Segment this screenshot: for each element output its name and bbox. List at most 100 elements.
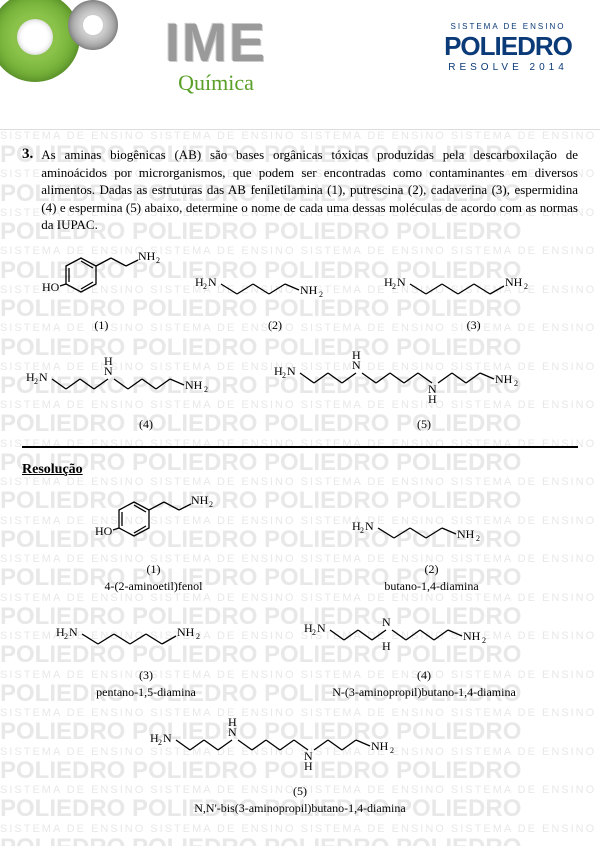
gear-icon [68, 0, 118, 50]
question-text: As aminas biogênicas (AB) são bases orgâ… [41, 146, 578, 234]
molecule-3: H2N NH2 (3) [384, 266, 564, 333]
svg-text:2: 2 [203, 282, 207, 291]
resolution-molecule-4: H2N NH NH2 (4) N-(3-aminopropil)butano-1… [304, 606, 544, 700]
resolution-row: HO NH2 (1) 4-(2-aminoetil)fenol H2N NH2 … [22, 490, 578, 594]
svg-text:H: H [428, 392, 437, 406]
svg-text:HO: HO [95, 524, 113, 538]
page-content: 3. As aminas biogênicas (AB) são bases o… [0, 130, 600, 846]
resolution-row: H2N NH2 (3) pentano-1,5-diamina H2N NH N… [22, 606, 578, 700]
molecule-label: (1) [36, 318, 166, 333]
svg-text:N: N [365, 519, 374, 533]
svg-text:2: 2 [319, 290, 323, 299]
svg-text:NH: NH [185, 378, 203, 392]
molecule-label: (4) [304, 668, 544, 683]
separator [22, 446, 578, 448]
iupac-name: 4-(2-aminoetil)fenol [89, 579, 219, 594]
gears-decoration [0, 0, 80, 86]
exam-title-block: IME Química [165, 12, 267, 96]
structure-cadaverine: H2N NH2 [56, 616, 236, 666]
molecule-label: (2) [352, 562, 512, 577]
structure-putrescine: H2N NH2 [195, 266, 355, 316]
molecule-label: (5) [150, 784, 450, 799]
svg-text:2: 2 [34, 377, 38, 386]
molecule-5: H2N NH NH NH2 (5) [274, 345, 574, 432]
svg-text:N: N [397, 275, 406, 289]
brand-top-line: SISTEMA DE ENSINO [428, 22, 588, 31]
structure-cadaverine: H2N NH2 [384, 266, 564, 316]
svg-text:HO: HO [42, 280, 60, 294]
question-block: 3. As aminas biogênicas (AB) são bases o… [22, 146, 578, 234]
svg-text:H: H [228, 715, 237, 729]
svg-text:H: H [104, 355, 113, 368]
svg-text:NH: NH [505, 275, 523, 289]
svg-text:N: N [382, 615, 391, 629]
svg-text:2: 2 [156, 256, 160, 265]
svg-text:N: N [69, 625, 78, 639]
resolution-title: Resolução [22, 462, 578, 478]
molecule-label: (3) [56, 668, 236, 683]
molecule-1: HO NH2 (1) [36, 246, 166, 333]
structure-phenylethylamine: HO NH2 [36, 246, 166, 316]
resolution-molecule-3: H2N NH2 (3) pentano-1,5-diamina [56, 616, 236, 700]
question-number: 3. [22, 146, 33, 234]
svg-text:2: 2 [392, 282, 396, 291]
iupac-name: N-(3-aminopropil)butano-1,4-diamina [304, 685, 544, 700]
molecule-row: HO NH2 (1) H2N NH2 (2) [22, 246, 578, 333]
svg-text:NH: NH [138, 249, 156, 263]
svg-text:NH: NH [191, 493, 209, 507]
iupac-name: N,N'-bis(3-aminopropil)butano-1,4-diamin… [150, 801, 450, 816]
svg-text:N: N [208, 275, 217, 289]
svg-text:N: N [163, 731, 172, 745]
svg-text:N: N [39, 370, 48, 384]
svg-text:H: H [382, 639, 391, 653]
svg-text:2: 2 [196, 632, 200, 641]
molecule-4: H2N N H NH2 (4) [26, 355, 266, 432]
svg-text:H: H [352, 348, 361, 362]
molecule-2: H2N NH2 (2) [195, 266, 355, 333]
brand-name: POLIEDRO [428, 31, 588, 62]
structure-spermine: H2N NH NH NH2 [150, 712, 450, 782]
svg-text:2: 2 [482, 636, 486, 645]
structure-spermidine: H2N NH NH2 [304, 606, 544, 666]
resolution-molecule-5: H2N NH NH NH2 (5) N,N'-bis(3-aminopropil… [150, 712, 450, 816]
molecule-row: H2N N H NH2 (4) H2N NH NH [22, 345, 578, 432]
svg-text:NH: NH [495, 372, 513, 386]
svg-text:N: N [287, 364, 296, 378]
structure-spermine: H2N NH NH NH2 [274, 345, 574, 415]
svg-text:2: 2 [204, 385, 208, 394]
svg-text:N: N [317, 621, 326, 635]
svg-text:H: H [304, 759, 313, 773]
molecule-label: (5) [274, 417, 574, 432]
svg-text:2: 2 [209, 500, 213, 509]
svg-text:2: 2 [158, 738, 162, 747]
svg-text:NH: NH [463, 629, 481, 643]
svg-text:2: 2 [360, 526, 364, 535]
iupac-name: pentano-1,5-diamina [56, 685, 236, 700]
subject-title: Química [165, 70, 267, 96]
resolution-molecule-1: HO NH2 (1) 4-(2-aminoetil)fenol [89, 490, 219, 594]
molecule-label: (1) [89, 562, 219, 577]
svg-text:2: 2 [524, 282, 528, 291]
molecule-label: (4) [26, 417, 266, 432]
svg-text:2: 2 [64, 632, 68, 641]
molecule-label: (2) [195, 318, 355, 333]
structure-putrescine: H2N NH2 [352, 510, 512, 560]
svg-text:2: 2 [476, 534, 480, 543]
svg-text:NH: NH [177, 625, 195, 639]
svg-text:2: 2 [312, 628, 316, 637]
molecule-label: (3) [384, 318, 564, 333]
resolution-row: H2N NH NH NH2 (5) N,N'-bis(3-aminopropil… [22, 712, 578, 816]
brand-logo: SISTEMA DE ENSINO POLIEDRO RESOLVE 2014 [428, 22, 588, 73]
svg-text:2: 2 [514, 379, 518, 388]
svg-text:NH: NH [300, 283, 318, 297]
svg-text:2: 2 [282, 371, 286, 380]
structure-phenylethylamine: HO NH2 [89, 490, 219, 560]
structure-spermidine: H2N N H NH2 [26, 355, 266, 415]
iupac-name: butano-1,4-diamina [352, 579, 512, 594]
gear-icon [0, 0, 80, 82]
exam-title: IME [165, 12, 267, 74]
svg-text:NH: NH [371, 739, 389, 753]
resolution-molecule-2: H2N NH2 (2) butano-1,4-diamina [352, 510, 512, 594]
page-header: IME Química SISTEMA DE ENSINO POLIEDRO R… [0, 0, 600, 130]
svg-text:NH: NH [457, 527, 475, 541]
